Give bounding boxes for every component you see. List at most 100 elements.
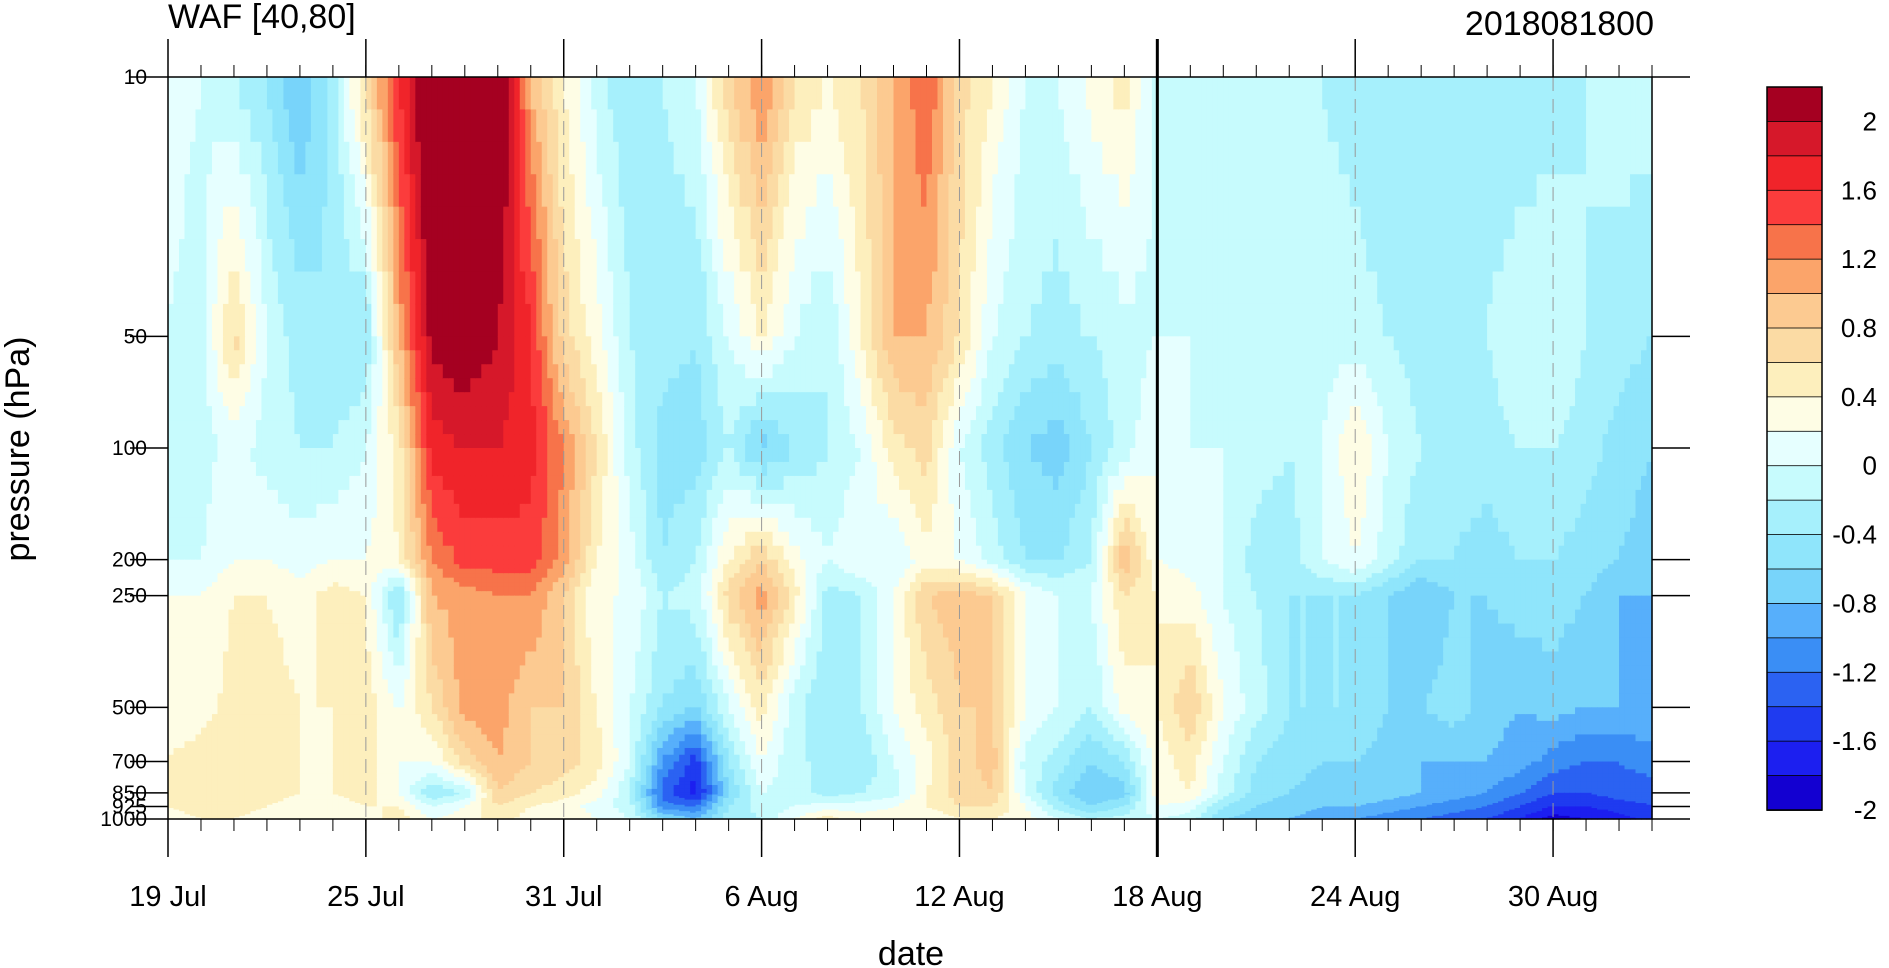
contour-cell: [332, 206, 339, 240]
contour-cell: [200, 747, 208, 756]
contour-cell: [305, 475, 312, 491]
contour-cell: [382, 741, 389, 749]
contour-cell: [530, 461, 537, 477]
contour-cell: [283, 741, 290, 749]
contour-cell: [442, 773, 449, 778]
contour-cell: [514, 707, 521, 715]
contour-cell: [332, 781, 339, 786]
contour-cell: [530, 378, 537, 393]
contour-cell: [299, 109, 307, 143]
contour-cell: [178, 461, 186, 477]
contour-cell: [453, 747, 460, 756]
contour-cell: [299, 811, 307, 814]
contour-cell: [409, 809, 416, 812]
contour-cell: [272, 239, 279, 273]
contour-cell: [365, 350, 372, 365]
contour-cell: [382, 303, 389, 337]
contour-cell: [217, 503, 224, 519]
contour-cell: [222, 814, 230, 817]
contour-cell: [233, 475, 241, 491]
contour-cell: [250, 336, 257, 351]
contour-cell: [288, 727, 296, 736]
contour-cell: [409, 271, 416, 305]
contour-cell: [365, 679, 372, 694]
contour-cell: [558, 595, 565, 611]
contour-cell: [200, 109, 208, 143]
contour-cell: [409, 754, 416, 763]
contour-cell: [431, 591, 438, 597]
contour-cell: [244, 303, 252, 337]
contour-cell: [277, 637, 285, 653]
contour-cell: [365, 595, 372, 611]
contour-cell: [492, 801, 499, 804]
contour-cell: [222, 378, 230, 393]
contour-cell: [178, 378, 186, 393]
contour-cell: [206, 595, 213, 611]
contour-cell: [211, 489, 219, 505]
contour-cell: [200, 582, 208, 588]
contour-cell: [442, 420, 449, 435]
contour-cell: [299, 591, 307, 597]
contour-cell: [508, 364, 515, 379]
contour-cell: [294, 754, 301, 763]
contour-cell: [547, 517, 554, 533]
contour-cell: [442, 586, 449, 592]
contour-cell: [415, 799, 422, 802]
contour-cell: [448, 637, 455, 653]
contour-cell: [519, 814, 526, 817]
contour-cell: [266, 420, 274, 435]
contour-cell: [492, 392, 499, 407]
contour-cell: [387, 109, 394, 143]
contour-cell: [244, 174, 252, 208]
contour-cell: [327, 475, 334, 491]
contour-cell: [470, 803, 477, 806]
contour-cell: [420, 420, 427, 435]
contour-cell: [470, 448, 477, 463]
contour-cell: [239, 714, 246, 722]
contour-cell: [255, 651, 263, 667]
contour-cell: [250, 489, 257, 505]
contour-cell: [453, 714, 460, 722]
contour-cell: [448, 773, 455, 778]
contour-cell: [448, 804, 455, 808]
contour-cell: [283, 808, 290, 811]
contour-cell: [299, 804, 307, 808]
contour-cell: [365, 564, 372, 570]
contour-cell: [431, 769, 438, 774]
contour-cell: [305, 806, 312, 809]
contour-cell: [321, 794, 328, 797]
contour-cell: [283, 803, 290, 806]
contour-cell: [459, 336, 466, 351]
contour-cell: [409, 773, 416, 778]
contour-cell: [244, 806, 252, 809]
contour-cell: [547, 559, 554, 565]
contour-cell: [327, 815, 334, 819]
contour-cell: [189, 559, 197, 565]
contour-cell: [453, 174, 460, 208]
contour-cell: [338, 109, 345, 143]
contour-cell: [481, 769, 488, 774]
contour-cell: [338, 239, 345, 273]
contour-cell: [211, 448, 219, 463]
contour-cell: [536, 174, 543, 208]
contour-cell: [184, 448, 191, 463]
contour-cell: [404, 350, 411, 365]
contour-cell: [294, 808, 301, 811]
contour-cell: [409, 559, 416, 565]
contour-cell: [332, 801, 339, 804]
contour-cell: [189, 651, 197, 667]
contour-cell: [481, 741, 488, 749]
contour-cell: [360, 271, 367, 305]
contour-cell: [233, 595, 241, 611]
contour-cell: [206, 531, 213, 547]
contour-cell: [376, 777, 383, 782]
contour-cell: [382, 461, 389, 477]
contour-cell: [288, 531, 296, 547]
contour-cell: [206, 803, 213, 806]
contour-cell: [327, 609, 334, 625]
contour-cell: [354, 637, 361, 653]
contour-cell: [404, 448, 411, 463]
contour-cell: [525, 814, 532, 817]
contour-cell: [365, 714, 372, 722]
contour-cell: [316, 568, 323, 574]
